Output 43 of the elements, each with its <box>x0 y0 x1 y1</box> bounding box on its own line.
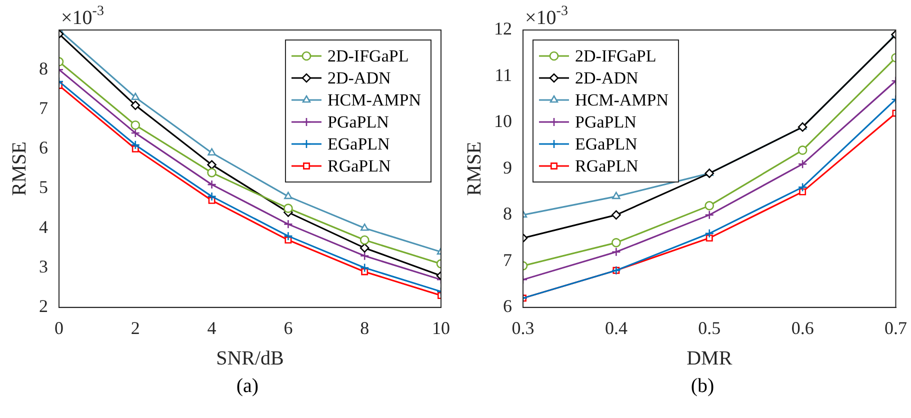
text: (a) <box>235 375 260 398</box>
y-tick-label: 6 <box>503 296 512 316</box>
y-tick-label: 8 <box>503 204 512 224</box>
x-tick-label: 10 <box>432 318 450 338</box>
legend-label: EGaPLN <box>575 134 638 154</box>
x-tick-label: 0.5 <box>698 318 721 338</box>
y-axis-title: RMSE <box>8 141 30 196</box>
y-tick-label: 12 <box>494 18 512 39</box>
x-tick-label: 0.6 <box>791 318 814 338</box>
x-tick-label: 0.4 <box>604 318 628 338</box>
x-tick-label: 0 <box>54 318 64 338</box>
y-axis-title: RMSE <box>463 141 486 196</box>
x-tick-label: 6 <box>284 318 293 338</box>
y-tick-label: 2 <box>39 296 48 316</box>
y-tick-label: 8 <box>39 58 48 78</box>
y-tick-label: 5 <box>39 177 48 198</box>
y-tick-label: 10 <box>494 111 512 132</box>
x-tick-label: 0.3 <box>512 318 534 338</box>
y-tick-label: 4 <box>39 216 48 237</box>
legend-label: PGaPLN <box>575 112 636 132</box>
y-tick-label: 3 <box>39 256 48 277</box>
y-tick-label: 11 <box>494 64 512 85</box>
legend-label: 2D-IFGaPL <box>575 46 656 66</box>
legend-label: 2D-ADN <box>327 68 391 88</box>
y-tick-label: 7 <box>39 98 48 118</box>
legend-label: 2D-ADN <box>575 68 638 88</box>
legend-label: PGaPLN <box>327 112 389 132</box>
legend-label: 2D-IFGaPL <box>327 46 409 66</box>
x-tick-label: 2 <box>130 318 140 338</box>
x-tick-label: 8 <box>360 318 370 338</box>
x-tick-label: 4 <box>207 318 216 338</box>
legend-label: HCM-AMPN <box>327 90 422 110</box>
legend-label: HCM-AMPN <box>575 90 669 110</box>
x-axis-title: DMR <box>686 347 733 370</box>
x-axis-title: SNR/dB <box>216 347 284 370</box>
text: (b) <box>690 375 716 398</box>
y-tick-label: 6 <box>39 138 48 158</box>
y-tick-label: 7 <box>503 250 512 270</box>
x-tick-label: 0.7 <box>884 318 907 338</box>
y-tick-label: 9 <box>503 157 512 178</box>
legend-label: RGaPLN <box>575 156 638 176</box>
legend-label: EGaPLN <box>327 134 390 154</box>
legend-label: RGaPLN <box>327 156 391 176</box>
